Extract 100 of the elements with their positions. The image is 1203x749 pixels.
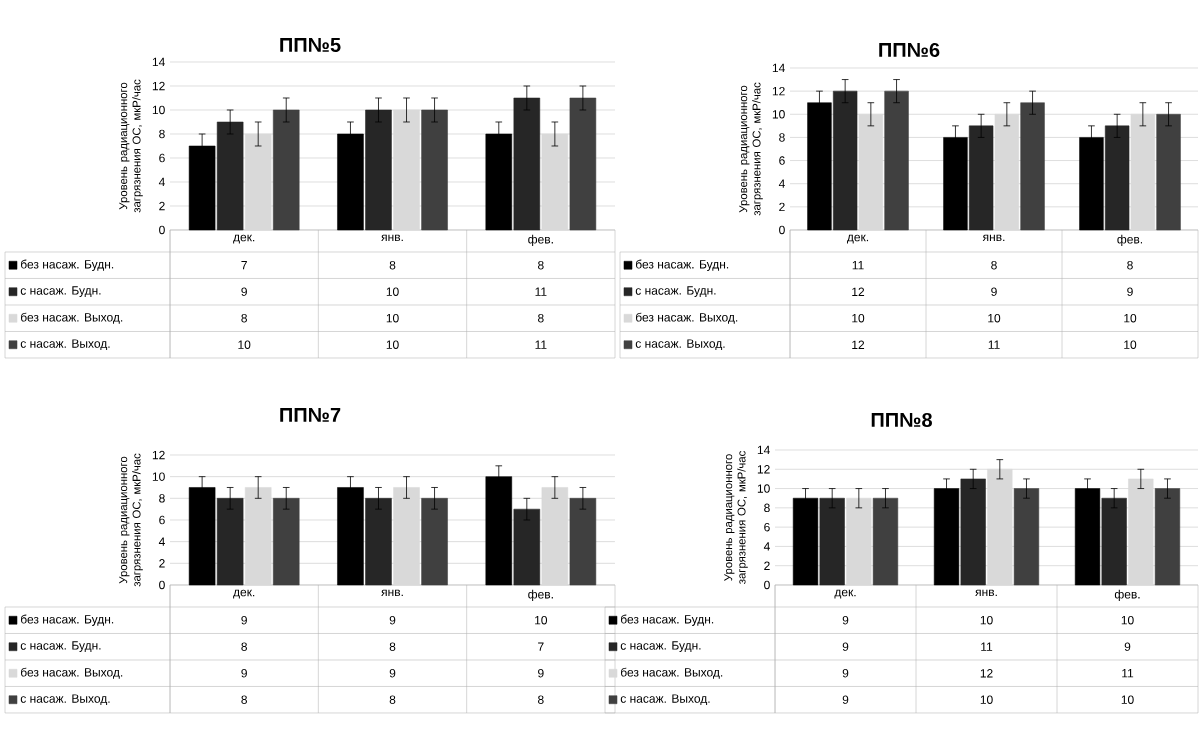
y-tick-label: 12 bbox=[152, 450, 165, 460]
y-tick-label: 14 bbox=[772, 63, 785, 73]
legend-label: без насаж. Будн. bbox=[20, 259, 114, 271]
legend-label: без насаж. Будн. bbox=[620, 614, 714, 626]
data-label: 10 bbox=[1121, 695, 1134, 704]
chart-title: ПП№6 bbox=[879, 42, 940, 58]
data-label: 10 bbox=[980, 615, 993, 625]
y-tick-label: 12 bbox=[152, 81, 165, 91]
y-tick-label: 4 bbox=[778, 179, 785, 188]
data-label: 11 bbox=[988, 340, 1000, 349]
y-tick-label: 6 bbox=[159, 153, 165, 163]
data-label: 8 bbox=[538, 313, 544, 323]
y-tick-label: 6 bbox=[764, 522, 770, 532]
data-label: 10 bbox=[386, 313, 399, 323]
x-tick-label: фев. bbox=[1114, 589, 1140, 601]
data-label: 10 bbox=[386, 287, 399, 296]
data-label: 9 bbox=[241, 615, 247, 625]
data-label: 9 bbox=[538, 668, 544, 678]
legend-label: с насаж. Будн. bbox=[620, 641, 701, 653]
data-label: 9 bbox=[389, 615, 396, 625]
y-tick-label: 10 bbox=[152, 105, 165, 115]
y-tick-label: 0 bbox=[159, 225, 165, 235]
data-label: 11 bbox=[852, 261, 864, 270]
y-tick-label: 2 bbox=[159, 201, 165, 211]
chart-title: ПП№8 bbox=[871, 412, 932, 428]
data-label: 10 bbox=[1121, 615, 1134, 625]
x-tick-label: янв. bbox=[381, 234, 403, 242]
legend-label: с насаж. Будн. bbox=[20, 286, 101, 298]
legend-label: с насаж. Будн. bbox=[635, 286, 716, 298]
x-tick-label: фев. bbox=[528, 589, 553, 601]
data-label: 9 bbox=[842, 615, 849, 625]
data-label: 8 bbox=[389, 642, 396, 651]
legend-label: с насаж. Выход. bbox=[20, 339, 110, 351]
y-axis-title: Уровень радиационного загрязнения ОС, мкР/час bbox=[119, 453, 143, 587]
data-label: 8 bbox=[389, 260, 396, 270]
data-label: 10 bbox=[238, 340, 251, 349]
data-label: 9 bbox=[1127, 287, 1133, 296]
y-tick-label: 8 bbox=[159, 494, 165, 503]
y-tick-label: 8 bbox=[779, 133, 785, 142]
x-tick-label: дек. bbox=[834, 589, 856, 599]
legend-label: без насаж. Выход. bbox=[20, 312, 123, 324]
data-label: 11 bbox=[1122, 669, 1134, 678]
data-label: 8 bbox=[389, 695, 396, 704]
data-label: 8 bbox=[241, 642, 247, 651]
data-label: 8 bbox=[538, 260, 544, 270]
x-tick-label: дек. bbox=[233, 234, 255, 244]
x-tick-label: янв. bbox=[982, 234, 1005, 242]
data-label: 8 bbox=[991, 260, 997, 270]
data-label: 8 bbox=[241, 313, 247, 323]
data-label: 9 bbox=[241, 287, 247, 296]
x-tick-label: дек. bbox=[847, 234, 869, 244]
legend-label: с насаж. Выход. bbox=[20, 694, 110, 706]
x-tick-label: янв. bbox=[381, 589, 403, 597]
legend-label: без насаж. Выход. bbox=[635, 312, 738, 324]
y-axis-title: Уровень радиационного загрязнения ОС, мкР/час bbox=[724, 451, 748, 584]
y-tick-label: 2 bbox=[764, 561, 770, 570]
y-tick-label: 6 bbox=[779, 156, 785, 165]
y-tick-label: 6 bbox=[159, 515, 165, 525]
legend-label: без насаж. Выход. bbox=[620, 667, 723, 679]
x-tick-label: дек. bbox=[233, 589, 255, 599]
data-label: 8 bbox=[538, 695, 544, 704]
y-tick-label: 8 bbox=[159, 129, 165, 139]
y-axis-title: Уровень радиационного загрязнения ОС, мкР/час bbox=[119, 79, 143, 213]
data-label: 12 bbox=[852, 287, 865, 296]
y-tick-label: 14 bbox=[152, 57, 165, 67]
chart-title: ПП№5 bbox=[280, 38, 341, 52]
y-tick-label: 0 bbox=[764, 580, 770, 590]
data-label: 7 bbox=[538, 642, 544, 651]
legend-label: без насаж. Будн. bbox=[635, 259, 729, 271]
legend-label: без насаж. Будн. bbox=[20, 614, 114, 626]
y-tick-label: 4 bbox=[158, 537, 165, 546]
data-label: 8 bbox=[241, 695, 247, 704]
x-tick-label: фев. bbox=[528, 234, 553, 246]
legend-label: с насаж. Будн. bbox=[20, 641, 101, 653]
y-tick-label: 4 bbox=[158, 177, 165, 187]
data-label: 12 bbox=[852, 340, 865, 349]
y-tick-label: 12 bbox=[772, 86, 785, 96]
x-tick-label: янв. bbox=[975, 589, 997, 597]
data-label: 10 bbox=[980, 695, 993, 704]
legend-label: с насаж. Выход. bbox=[635, 339, 725, 351]
data-label: 8 bbox=[1127, 260, 1133, 270]
data-label: 10 bbox=[852, 313, 865, 323]
data-label: 11 bbox=[535, 287, 547, 296]
data-label: 11 bbox=[981, 642, 993, 651]
x-tick-label: фев. bbox=[1117, 234, 1143, 246]
y-tick-label: 10 bbox=[152, 472, 165, 481]
y-tick-label: 10 bbox=[757, 484, 770, 493]
data-label: 12 bbox=[980, 669, 993, 678]
data-label: 10 bbox=[535, 615, 548, 625]
data-label: 9 bbox=[389, 668, 396, 678]
y-tick-label: 14 bbox=[757, 445, 770, 455]
y-tick-label: 8 bbox=[764, 503, 770, 513]
data-label: 11 bbox=[535, 340, 547, 349]
y-axis-title: Уровень радиационного загрязнения ОС, мкР/час bbox=[739, 82, 763, 216]
y-tick-label: 0 bbox=[159, 580, 165, 590]
data-label: 9 bbox=[842, 668, 849, 678]
data-label: 9 bbox=[991, 287, 997, 296]
data-label: 7 bbox=[241, 261, 247, 270]
legend-label: без насаж. Выход. bbox=[20, 667, 123, 679]
y-tick-label: 4 bbox=[763, 542, 770, 551]
